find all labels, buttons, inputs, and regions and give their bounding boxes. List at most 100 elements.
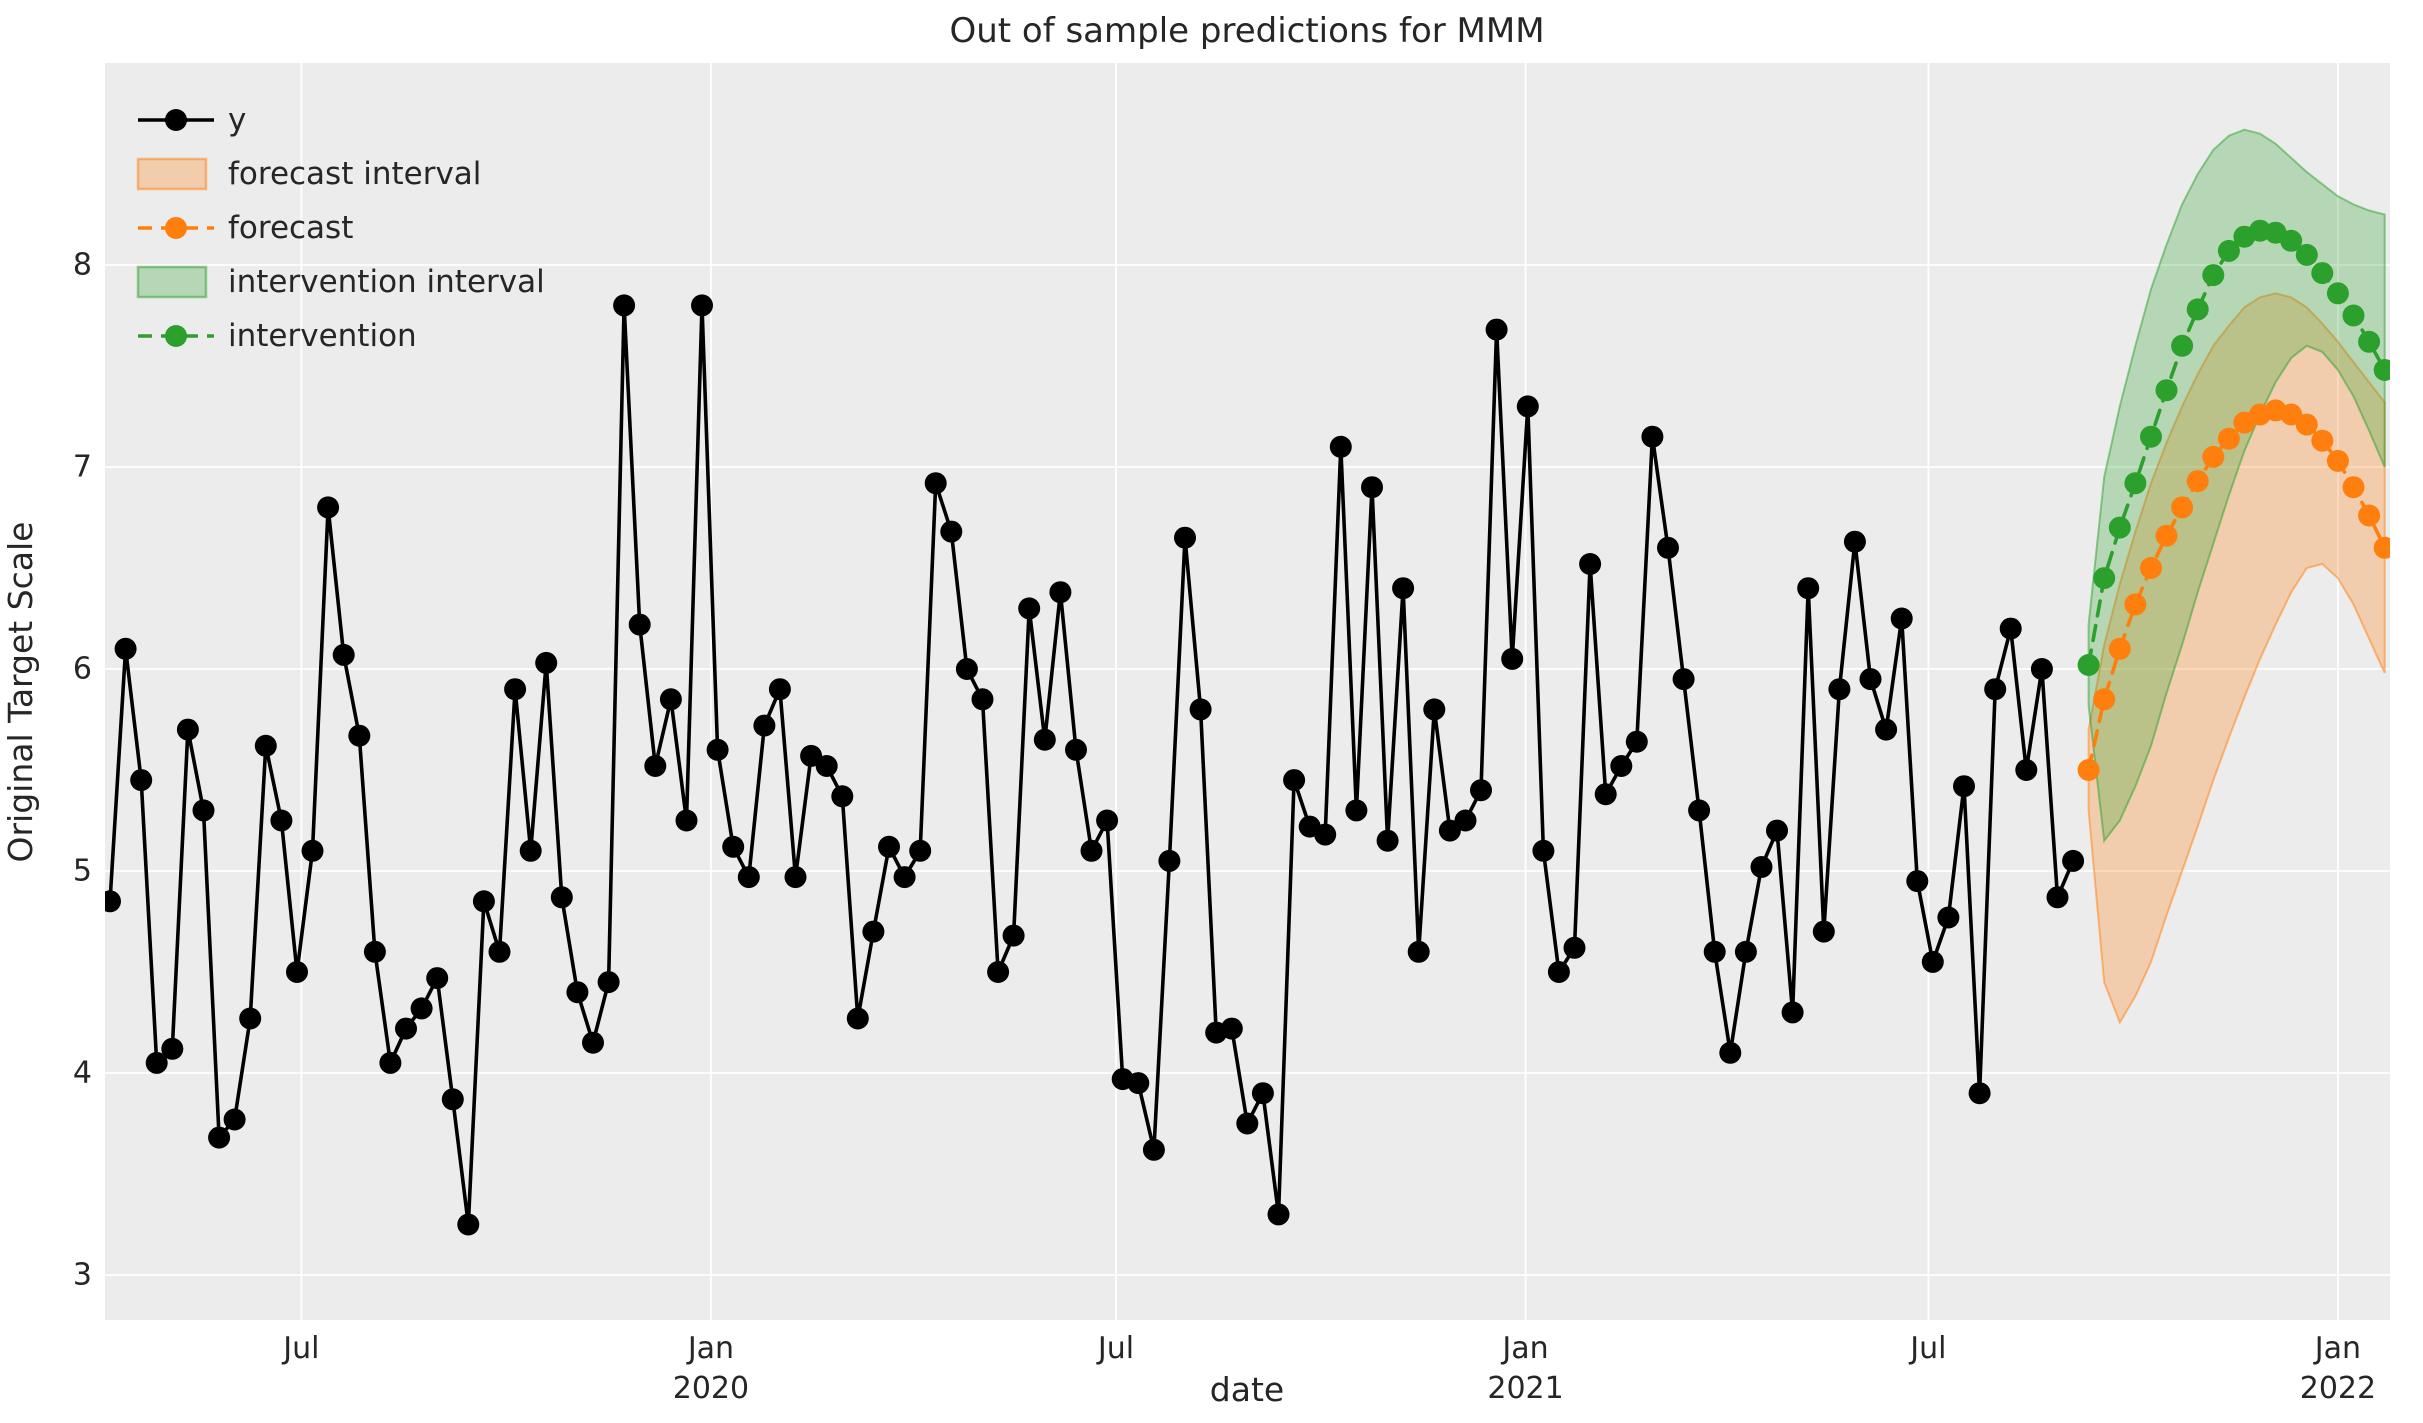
y-marker [317, 496, 340, 519]
y-marker [1781, 1001, 1804, 1024]
y-marker [208, 1126, 231, 1149]
intervention-marker [2358, 330, 2381, 353]
y-marker [1563, 936, 1586, 959]
y-marker [1516, 395, 1539, 418]
intervention-marker [2140, 425, 2162, 448]
y-marker [1828, 678, 1851, 701]
x-tick-year-label: 2022 [2300, 1371, 2376, 1406]
y-marker [1454, 809, 1477, 832]
y-marker [1236, 1112, 1259, 1135]
forecast-markers [2077, 399, 2390, 781]
x-tick-label: Jul [1096, 1331, 1134, 1366]
forecast-marker [2171, 496, 2194, 519]
forecast-marker [2077, 759, 2100, 781]
intervention-marker [2217, 239, 2240, 262]
y-marker [114, 637, 137, 660]
legend-swatch-patch [136, 157, 208, 191]
intervention-marker [2280, 229, 2303, 252]
y-tick-label: 7 [73, 450, 92, 485]
y-marker [1361, 476, 1383, 499]
y-marker [1719, 1041, 1742, 1064]
y-marker [161, 1037, 184, 1060]
y-marker [706, 738, 729, 761]
x-axis-label: date [1210, 1370, 1284, 1409]
intervention-marker [2186, 298, 2209, 321]
y-marker [2030, 658, 2053, 680]
y-marker [1485, 318, 1508, 341]
y-marker [1189, 698, 1212, 721]
y-marker [1392, 577, 1415, 600]
legend-item-y: y [138, 102, 246, 138]
forecast-marker [2280, 403, 2303, 426]
y-marker [488, 940, 511, 963]
y-marker [254, 734, 277, 757]
y-marker [441, 1088, 464, 1111]
forecast-marker [2217, 427, 2240, 450]
y-marker [1797, 577, 1820, 600]
forecast-marker [2342, 476, 2365, 499]
y-marker [1049, 581, 1072, 604]
y-markers [105, 294, 2085, 1236]
x-tick-year-label: 2020 [673, 1371, 749, 1406]
y-marker [1906, 870, 1929, 893]
forecast-marker [2124, 593, 2147, 616]
y-marker [130, 769, 153, 792]
y-marker [426, 967, 449, 990]
y-marker [1875, 718, 1898, 741]
intervention-marker [2311, 262, 2334, 285]
x-tick-year-label: 2021 [1487, 1371, 1563, 1406]
y-marker [1470, 779, 1492, 802]
y-marker [410, 997, 433, 1020]
y-marker [893, 866, 916, 889]
y-marker [1999, 617, 2022, 640]
x-tick-label: Jan [2313, 1331, 2361, 1366]
chart-title: Out of sample predictions for MMM [949, 11, 1544, 51]
y-marker [457, 1213, 480, 1236]
legend-swatch-marker [165, 325, 187, 347]
y-marker [1267, 1203, 1290, 1226]
y-marker [613, 294, 636, 317]
y-marker [1096, 809, 1119, 832]
legend-swatch-patch [136, 265, 208, 299]
y-marker [987, 961, 1010, 983]
y-marker [1921, 950, 1944, 973]
y-marker [2046, 886, 2069, 909]
y-marker [176, 718, 199, 741]
intervention-marker [2124, 472, 2147, 495]
y-tick-label: 4 [73, 1056, 92, 1091]
forecast-marker [2311, 429, 2334, 452]
gridline-layer: 3 4 5 6 7 8 Jul Jan 2020 Jul Jan 2021 Jul Jan 2022 [73, 63, 2390, 1406]
y-marker [784, 866, 807, 889]
y-tick-label: 5 [73, 854, 92, 889]
intervention-interval-band [2087, 128, 2386, 844]
y-marker [862, 920, 885, 943]
y-marker [768, 678, 791, 701]
y-marker [644, 755, 667, 777]
intervention-markers [2077, 219, 2390, 676]
legend-item-intervention-interval: intervention interval [136, 264, 545, 300]
forecast-marker [2140, 557, 2162, 579]
forecast-marker [2358, 504, 2381, 527]
y-marker [504, 678, 527, 701]
y-marker [270, 809, 293, 832]
y-marker [1158, 849, 1181, 872]
y-marker [1657, 536, 1679, 559]
y-marker [1734, 940, 1757, 963]
y-marker [1579, 553, 1602, 575]
y-marker [1002, 924, 1025, 947]
y-marker [301, 839, 324, 862]
y-marker [550, 886, 573, 909]
y-marker [1251, 1082, 1274, 1105]
forecast-marker [2093, 688, 2116, 711]
intervention-marker [2295, 243, 2318, 266]
y-marker [1220, 1017, 1243, 1040]
x-tick-label: Jan [686, 1331, 734, 1366]
y-marker [1314, 823, 1337, 846]
y-marker [363, 940, 386, 963]
y-marker [1703, 940, 1726, 963]
y-marker [145, 1051, 168, 1074]
y-marker [332, 643, 355, 666]
legend-item-intervention: intervention [138, 318, 417, 354]
y-marker [1532, 839, 1555, 862]
